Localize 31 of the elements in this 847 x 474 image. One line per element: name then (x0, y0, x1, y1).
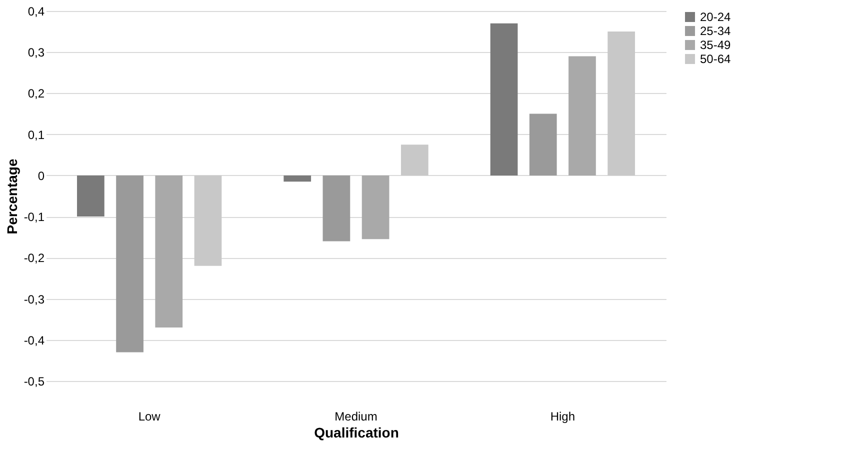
legend-label: 20-24 (700, 10, 732, 24)
legend-label: 35-49 (700, 38, 732, 52)
bar (529, 114, 557, 176)
bar (400, 144, 428, 176)
y-axis-title: Percentage (4, 158, 20, 234)
y-tick-label: -0,1 (24, 210, 45, 224)
x-tick-label: Low (138, 410, 161, 424)
y-tick-label: 0,4 (28, 4, 45, 18)
bar (362, 175, 390, 240)
bar (194, 175, 222, 266)
y-tick-label: 0,1 (28, 128, 45, 142)
bar (116, 175, 144, 352)
legend-label: 50-64 (700, 52, 732, 66)
legend-label: 25-34 (700, 24, 732, 38)
y-tick-label: 0,3 (28, 46, 45, 60)
y-tick-label: -0,4 (24, 333, 45, 348)
y-tick-label: -0,2 (24, 251, 45, 266)
bar (490, 23, 518, 176)
bar (77, 175, 104, 217)
bar (155, 175, 183, 328)
y-tick-label: -0,3 (24, 292, 45, 306)
bar (608, 32, 635, 176)
bar (322, 175, 350, 242)
x-axis-title: Qualification (314, 424, 399, 440)
x-tick-label: High (550, 410, 576, 424)
y-tick-label: 0,2 (28, 86, 45, 101)
x-tick-label: Medium (334, 410, 378, 424)
bar (568, 56, 596, 176)
y-tick-label: -0,5 (24, 374, 45, 388)
bar (284, 175, 312, 182)
y-tick-label: 0 (38, 168, 45, 183)
